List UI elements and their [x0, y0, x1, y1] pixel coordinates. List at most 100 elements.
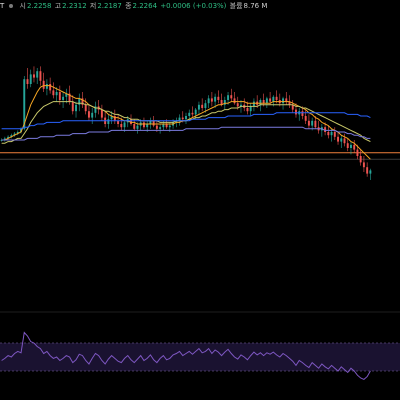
candle-body [175, 120, 178, 123]
open-value: 2.2258 [26, 2, 52, 10]
candle-body [252, 101, 255, 107]
candle-body [259, 100, 262, 105]
candle-body [217, 96, 220, 100]
symbol-label[interactable]: T [0, 2, 5, 10]
candle [185, 112, 187, 124]
candle [42, 72, 45, 92]
rsi-line[interactable] [1, 331, 371, 380]
candle-body [36, 71, 39, 78]
candle-body [13, 133, 16, 136]
candle-body [220, 100, 223, 105]
candle-body [185, 116, 187, 120]
volume-label: 볼륨 [229, 2, 243, 10]
candle [0, 138, 3, 142]
candle [149, 117, 152, 129]
candle-body [23, 79, 26, 129]
candle-body [272, 96, 275, 102]
candle-body [55, 92, 58, 96]
candle [142, 117, 145, 129]
candle-body [194, 109, 197, 115]
candle [201, 98, 204, 112]
candle-body [65, 93, 68, 97]
candle [13, 132, 16, 137]
candle-body [304, 116, 307, 121]
candle-body [0, 140, 3, 141]
candle [191, 106, 194, 118]
candle-body [152, 120, 155, 126]
candle-body [353, 144, 356, 150]
rsi-pane [0, 331, 400, 380]
candle [16, 130, 19, 136]
candle-body [3, 138, 6, 140]
candle-body [168, 125, 171, 128]
candle-body [107, 119, 110, 124]
candle-body [100, 109, 103, 118]
candle [333, 127, 336, 140]
candle [3, 136, 6, 142]
candle-body [155, 125, 158, 129]
candle-body [236, 103, 239, 107]
candle-body [369, 170, 372, 174]
candle [29, 69, 32, 88]
candle-body [366, 167, 369, 174]
low-value: 2.2187 [97, 2, 122, 10]
candle [369, 168, 372, 180]
candle-body [291, 104, 294, 110]
candle-body [275, 96, 278, 100]
candle-body [240, 104, 242, 107]
candle-body [120, 124, 123, 128]
candle [97, 100, 100, 115]
candle-body [26, 79, 29, 84]
candle [340, 135, 343, 148]
candle-body [311, 120, 314, 126]
ohlc-legend: T 시2.2258 고2.2312 저2.2187 종2.2264 +0.000… [0, 0, 268, 12]
candle [36, 68, 39, 84]
candle [217, 90, 220, 104]
candle [178, 114, 181, 126]
close-label: 종 [125, 2, 132, 10]
candle [52, 82, 55, 99]
candle-body [233, 98, 236, 104]
candle-body [307, 120, 310, 126]
candle-body [142, 122, 145, 128]
candle-body [356, 149, 359, 156]
candle [207, 95, 210, 108]
candle-body [123, 122, 126, 128]
candle-body [314, 120, 317, 128]
candle [55, 87, 58, 102]
candle [311, 117, 314, 131]
moving-average-ma-slow[interactable] [1, 112, 371, 130]
candle [262, 93, 265, 107]
moving-averages-group [1, 85, 371, 160]
candle-body [146, 124, 149, 128]
candle-body [295, 109, 297, 115]
candle-body [7, 136, 10, 139]
candle-body [204, 103, 207, 108]
candle [317, 120, 320, 134]
candle [75, 101, 77, 118]
candle [327, 125, 330, 139]
candle [304, 109, 307, 124]
high-value: 2.2312 [62, 2, 87, 10]
candle-body [337, 136, 340, 142]
candle-body [350, 144, 352, 148]
candle [353, 140, 356, 153]
candle-body [265, 98, 268, 104]
candle [275, 90, 278, 104]
moving-average-ma-long[interactable] [1, 126, 371, 141]
candle-body [327, 132, 330, 136]
candle [87, 104, 90, 121]
candle-body [162, 124, 165, 128]
candle-body [75, 104, 77, 112]
candle-body [68, 93, 71, 102]
candle-body [62, 96, 65, 100]
candle [32, 66, 35, 83]
candle-body [113, 116, 116, 121]
rsi-band [0, 343, 400, 371]
candle-body [269, 98, 272, 102]
candle [320, 124, 323, 137]
candle-body [362, 162, 365, 168]
candle [252, 98, 255, 112]
